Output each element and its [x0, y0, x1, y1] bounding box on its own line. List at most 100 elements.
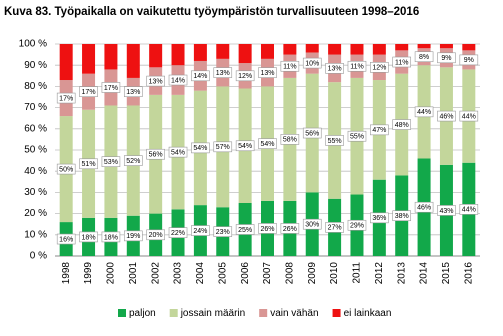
data-label-box: [437, 110, 456, 122]
data-label-box: [370, 212, 389, 224]
data-label: 51%: [82, 161, 96, 168]
data-label-box: [56, 92, 76, 104]
data-label-box: [79, 231, 98, 243]
data-label-box: [191, 70, 210, 82]
x-tick-label: 2000: [106, 262, 117, 285]
bar-segment: [193, 44, 207, 61]
data-label-box: [459, 110, 479, 122]
data-label-box: [101, 231, 121, 243]
data-label: 18%: [82, 234, 96, 241]
y-tick-label: 90 %: [24, 60, 47, 71]
x-tick-label: 2011: [352, 262, 363, 284]
bar-segment: [305, 44, 319, 53]
bar-segment: [104, 44, 118, 70]
data-label: 43%: [439, 208, 453, 215]
x-tick-label: 2016: [463, 262, 474, 285]
legend-swatch: [259, 309, 268, 317]
bar-segment: [59, 44, 73, 81]
bar-segment: [462, 44, 476, 51]
data-label-box: [123, 86, 143, 97]
x-tick-label: 1998: [61, 262, 72, 285]
data-label: 26%: [260, 226, 274, 233]
data-label-box: [325, 135, 344, 146]
data-label-box: [56, 233, 76, 245]
x-tick-label: 2005: [217, 262, 228, 285]
data-label: 44%: [417, 109, 431, 116]
x-tick-label: 2008: [285, 262, 296, 285]
data-label: 55%: [328, 138, 342, 145]
data-label: 24%: [193, 228, 207, 235]
y-tick-label: 80 %: [24, 81, 47, 92]
data-label: 20%: [149, 232, 163, 239]
data-label-box: [146, 75, 165, 87]
x-tick-label: 2002: [150, 262, 161, 285]
data-label-box: [459, 54, 479, 66]
data-label-box: [325, 222, 344, 233]
data-label: 13%: [328, 66, 342, 73]
data-label: 18%: [104, 234, 118, 241]
x-tick-label: 2012: [374, 262, 385, 285]
data-label: 23%: [216, 229, 230, 236]
data-label-box: [123, 230, 143, 242]
data-label-box: [258, 223, 277, 234]
data-label-box: [258, 138, 277, 149]
data-label: 13%: [126, 89, 140, 96]
data-label-box: [191, 225, 210, 236]
data-label: 48%: [395, 122, 409, 129]
data-label-box: [123, 155, 143, 166]
legend-label: ei lainkaan: [344, 308, 392, 319]
data-label-box: [168, 146, 188, 158]
data-label: 55%: [350, 134, 364, 141]
data-label: 44%: [462, 113, 476, 120]
bar-segment: [149, 44, 163, 68]
data-label-box: [101, 82, 121, 93]
legend-label: vain vähän: [270, 308, 318, 319]
data-label-box: [414, 201, 434, 213]
data-label: 14%: [193, 73, 207, 80]
x-tick-label: 2010: [329, 262, 340, 285]
data-label-box: [101, 156, 121, 167]
x-tick-label: 2004: [195, 262, 206, 285]
data-label: 52%: [126, 158, 140, 165]
bar-segment: [283, 44, 297, 55]
data-label-box: [347, 130, 367, 142]
legend-swatch: [118, 309, 126, 317]
data-label: 13%: [216, 70, 230, 77]
data-label: 53%: [104, 159, 118, 166]
data-label: 26%: [283, 226, 297, 233]
data-label: 17%: [82, 89, 96, 96]
data-label: 19%: [126, 233, 140, 240]
data-label: 17%: [59, 95, 73, 102]
data-label: 46%: [439, 113, 453, 120]
data-label: 44%: [462, 207, 476, 214]
y-tick-label: 30 %: [24, 187, 47, 198]
data-label-box: [437, 52, 456, 64]
x-tick-label: 2013: [396, 262, 407, 285]
y-tick-label: 70 %: [24, 102, 47, 113]
data-label: 30%: [305, 222, 319, 229]
data-label: 47%: [372, 127, 386, 134]
data-label: 13%: [149, 78, 163, 85]
bar-segment: [216, 44, 230, 59]
data-label: 29%: [350, 223, 364, 230]
data-label: 9%: [441, 55, 451, 62]
x-tick-label: 2014: [419, 262, 430, 285]
data-label: 46%: [417, 205, 431, 212]
data-label-box: [325, 63, 344, 74]
bar-segment: [261, 44, 274, 59]
data-label: 54%: [260, 141, 274, 148]
x-tick-label: 2006: [240, 262, 251, 285]
legend-label: paljon: [129, 308, 156, 319]
legend-swatch: [332, 309, 341, 317]
data-label: 25%: [238, 227, 252, 234]
bar-segment: [82, 44, 96, 74]
data-label-box: [392, 210, 412, 222]
bar-segment: [417, 44, 431, 49]
bar-segment: [350, 44, 364, 55]
data-label-box: [235, 140, 255, 152]
x-tick-label: 2001: [128, 262, 139, 285]
data-label: 10%: [305, 60, 319, 67]
y-tick-label: 50 %: [24, 145, 47, 156]
data-label-box: [235, 224, 255, 235]
